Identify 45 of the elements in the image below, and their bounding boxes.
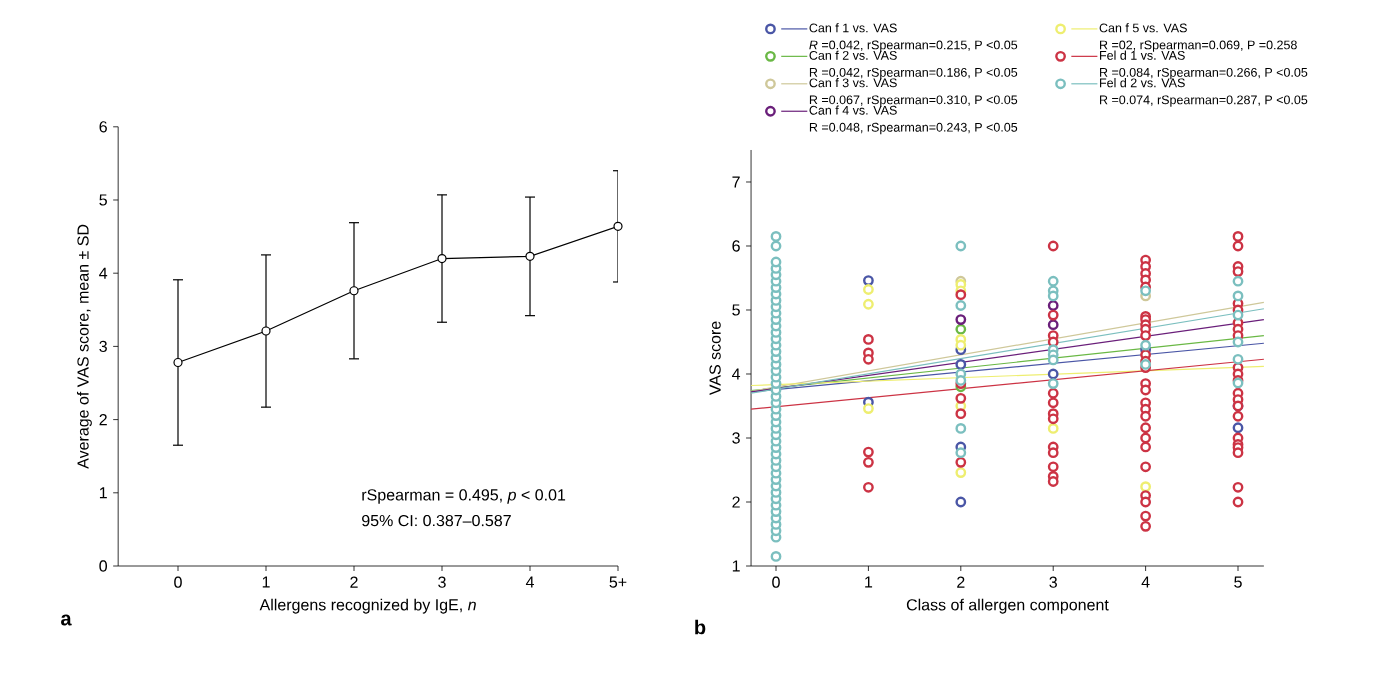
- y-axis-title: Average of VAS score, mean ± SD: [76, 224, 92, 469]
- text: R =0.048, rSpearman=0.243, P <0.05: [809, 122, 1018, 135]
- y-tick-label: 6: [99, 121, 107, 133]
- x-axis-title: Class of allergen component: [906, 598, 1109, 614]
- x-tick-label: 2: [350, 576, 358, 588]
- y-tick-label: 3: [99, 340, 107, 353]
- legend-label: Fel d 1 vs. VAS: [1100, 50, 1185, 60]
- x-tick-label: 5: [1234, 576, 1242, 588]
- y-tick-label: 4: [99, 267, 108, 279]
- x-tick-label: 1: [865, 576, 873, 588]
- y-tick-label: 6: [732, 240, 740, 252]
- legend-label: Fel d 2 vs. VAS: [1100, 78, 1185, 88]
- y-tick-label: 1: [732, 560, 740, 572]
- y-tick-label: 5: [732, 304, 740, 316]
- legend-label: Can f 3 vs. VAS: [809, 78, 897, 88]
- legend-label: Can f 4 vs. VAS: [809, 105, 897, 115]
- text: b: [695, 619, 706, 635]
- y-tick-label: 5: [99, 194, 107, 206]
- legend-label: Can f 1 vs. VAS: [809, 23, 897, 33]
- x-tick-label: 5+: [609, 576, 627, 588]
- legend-label: Can f 2 vs. VAS: [809, 50, 897, 60]
- x-tick-label: 0: [174, 576, 182, 588]
- x-tick-label: 0: [772, 576, 780, 588]
- text: R =02, rSpearman=0.069, P =0.258: [1100, 40, 1297, 52]
- y-tick-label: 3: [732, 432, 740, 444]
- y-tick-label: 2: [732, 496, 740, 508]
- y-tick-label: 1: [99, 487, 107, 499]
- annotation: rSpearman = 0.495, p < 0.01: [362, 489, 566, 504]
- y-axis-title: VAS score: [709, 321, 721, 396]
- legend-label: Can f 5 vs. VAS: [1099, 23, 1187, 33]
- x-tick-label: 4: [1141, 576, 1150, 588]
- y-tick-label: 4: [732, 368, 741, 380]
- x-axis-title: Allergens recognized by IgE, n: [259, 598, 476, 614]
- x-tick-label: 1: [262, 576, 270, 588]
- text: R =0.042, rSpearman=0.215, P <0.05: [809, 40, 1018, 52]
- y-tick-label: 2: [99, 414, 107, 426]
- x-tick-label: 3: [1049, 576, 1057, 588]
- y-tick-label: 7: [732, 176, 740, 188]
- text: R =0.074, rSpearman=0.287, P <0.05: [1100, 95, 1308, 107]
- x-tick-label: 4: [525, 576, 534, 588]
- annotation: 95% CI: 0.387–0.587: [362, 514, 511, 527]
- x-tick-label: 2: [957, 576, 965, 588]
- text: a: [61, 614, 72, 626]
- x-tick-label: 3: [438, 576, 446, 588]
- y-tick-label: 0: [99, 560, 108, 572]
